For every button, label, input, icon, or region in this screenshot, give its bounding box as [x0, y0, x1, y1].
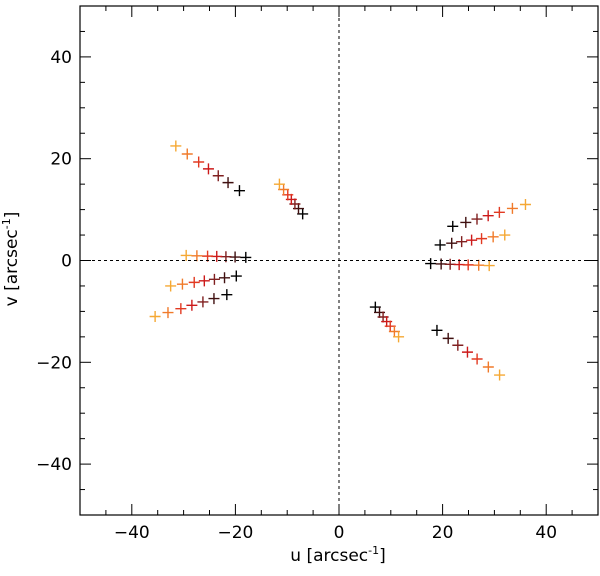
uv-point-marker — [434, 239, 446, 251]
x-axis-label: u [arcsec-1] — [290, 544, 385, 566]
uv-point-marker — [442, 332, 454, 344]
uv-point-marker — [176, 278, 188, 290]
uv-point-marker — [175, 303, 187, 315]
x-tick-label: 20 — [432, 523, 454, 543]
x-tick-label: 40 — [535, 523, 557, 543]
y-tick-label: 0 — [61, 252, 72, 272]
uv-point-marker — [229, 251, 241, 263]
y-tick-label: 40 — [50, 48, 72, 68]
uv-point-marker — [188, 276, 200, 288]
uv-point-marker — [212, 170, 224, 182]
uv-point-marker — [191, 250, 203, 262]
uv-point-marker — [471, 353, 483, 365]
uv-point-marker — [431, 324, 443, 336]
uv-point-marker — [466, 234, 478, 246]
uv-point-marker — [197, 296, 209, 308]
uv-point-marker — [202, 163, 214, 175]
uv-point-marker — [181, 148, 193, 160]
data-points-layer — [149, 140, 531, 381]
uv-point-marker — [202, 250, 214, 262]
uv-point-marker — [211, 250, 223, 262]
y-tick-label: 20 — [50, 150, 72, 170]
uv-point-marker — [165, 280, 177, 292]
x-axis-label-text: u [arcsec — [290, 546, 368, 566]
uv-point-marker — [149, 310, 161, 322]
uv-point-marker — [180, 249, 192, 261]
x-axis-label-end: ] — [379, 546, 386, 566]
uv-track — [149, 289, 233, 322]
uv-point-marker — [487, 231, 499, 243]
uv-point-marker — [519, 199, 531, 211]
uv-point-marker — [482, 210, 494, 222]
uv-track — [425, 258, 495, 272]
uv-track — [434, 229, 511, 251]
uv-point-marker — [499, 229, 511, 241]
y-axis-label: v [arcsec-1] — [0, 212, 22, 307]
uv-point-marker — [494, 369, 506, 381]
uv-point-marker — [170, 140, 182, 152]
y-axis-label-end: ] — [2, 212, 22, 219]
uv-point-marker — [273, 178, 285, 190]
uv-track — [170, 140, 245, 197]
uv-point-marker — [483, 260, 495, 272]
uv-point-marker — [476, 233, 488, 245]
uv-point-marker — [186, 299, 198, 311]
uv-point-marker — [193, 156, 205, 168]
y-tick-label: −40 — [36, 455, 72, 475]
uv-track — [273, 178, 309, 220]
uv-point-marker — [471, 213, 483, 225]
uv-track — [431, 324, 506, 381]
uv-point-marker — [493, 206, 505, 218]
uv-point-marker — [230, 270, 242, 282]
uv-point-marker — [208, 273, 220, 285]
uv-point-marker — [506, 202, 518, 214]
uv-track — [180, 249, 252, 263]
uv-point-marker — [446, 237, 458, 249]
uv-point-marker — [447, 220, 459, 232]
x-axis-label-superscript: -1 — [368, 544, 379, 557]
uv-point-marker — [456, 236, 468, 248]
uv-point-marker — [425, 258, 437, 270]
x-tick-label: −40 — [114, 523, 150, 543]
y-axis-label-text: v [arcsec — [2, 229, 22, 306]
uv-track — [369, 301, 405, 343]
uv-point-marker — [473, 259, 485, 271]
x-tick-label: 0 — [334, 523, 345, 543]
uv-point-marker — [221, 289, 233, 301]
uv-point-marker — [219, 272, 231, 284]
uv-point-marker — [462, 259, 474, 271]
uv-point-marker — [452, 339, 464, 351]
uv-point-marker — [482, 361, 494, 373]
y-axis-label-superscript: -1 — [0, 218, 13, 229]
uv-point-marker — [461, 346, 473, 358]
x-tick-label: −20 — [217, 523, 253, 543]
uv-point-marker — [233, 185, 245, 197]
uv-point-marker — [222, 177, 234, 189]
uv-track — [447, 199, 531, 232]
uv-point-marker — [460, 216, 472, 228]
axes-layer: −40 −20 0 20 40 −40 −20 0 20 40 — [36, 5, 599, 543]
y-tick-label: −20 — [36, 353, 72, 373]
uv-point-marker — [240, 251, 252, 263]
uv-point-marker — [393, 331, 405, 343]
uv-point-marker — [162, 307, 174, 319]
uv-point-marker — [198, 275, 210, 287]
uv-track — [165, 270, 242, 292]
uv-point-marker — [208, 293, 220, 305]
